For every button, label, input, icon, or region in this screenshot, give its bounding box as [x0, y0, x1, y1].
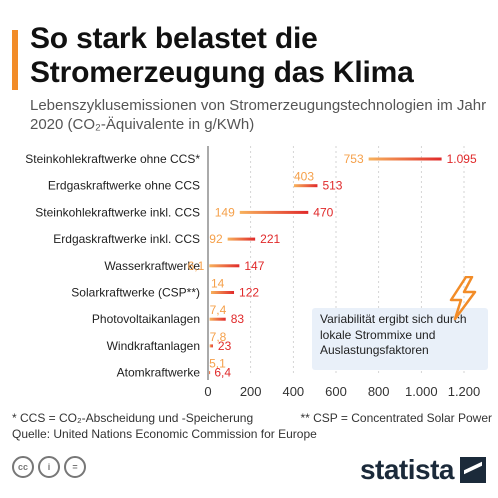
x-tick-label: 0	[204, 384, 211, 399]
category-label: Steinkohlekraftwerke inkl. CCS	[35, 205, 200, 219]
max-value-label: 122	[239, 286, 259, 300]
nd-icon[interactable]: =	[64, 456, 86, 478]
chart-subtitle: Lebenszyklusemissionen von Stromerzeugun…	[30, 97, 487, 133]
range-bar	[227, 237, 256, 241]
x-tick-label: 1.200	[448, 384, 481, 399]
brand-name: statista	[359, 454, 455, 485]
max-value-label: 23	[218, 339, 232, 353]
x-tick-label: 800	[368, 384, 390, 399]
range-bar	[209, 371, 211, 375]
chart-title: So stark belastet die Stromerzeugung das…	[30, 22, 414, 89]
min-value-label: 5,1	[209, 357, 226, 371]
annotation-box: Variabilität ergibt sich durch lokale St…	[312, 308, 488, 370]
category-label: Atomkraftwerke	[117, 366, 201, 380]
accent-bar	[12, 30, 18, 90]
category-label: Solarkraftwerke (CSP**)	[71, 286, 200, 300]
x-tick-label: 400	[282, 384, 304, 399]
range-bar	[210, 291, 235, 294]
statista-mark-icon	[460, 457, 486, 483]
min-value-label: 92	[209, 232, 223, 246]
category-label: Steinkohlekraftwerke ohne CCS*	[25, 152, 200, 166]
category-label: Erdgaskraftwerke inkl. CCS	[53, 232, 200, 246]
cc-icon[interactable]: cc	[12, 456, 34, 478]
min-value-label: 753	[344, 152, 364, 166]
min-value-label: 6,1	[188, 259, 205, 273]
footnote-ccs: * CCS = CO₂-Abscheidung und -Speicherung	[12, 411, 254, 425]
min-value-label: 7,4	[210, 303, 227, 317]
range-bar	[209, 264, 240, 268]
annotation-text: Variabilität ergibt sich durch lokale St…	[320, 312, 467, 357]
max-value-label: 6,4	[214, 366, 231, 380]
footnotes: * CCS = CO₂-Abscheidung und -Speicherung…	[12, 410, 492, 442]
x-tick-label: 200	[240, 384, 262, 399]
min-value-label: 14	[211, 277, 225, 291]
category-label: Wasserkraftwerke	[104, 259, 200, 273]
range-bar	[209, 317, 226, 321]
min-value-label: 403	[294, 170, 314, 184]
min-value-label: 149	[215, 205, 235, 219]
source-note: Quelle: United Nations Economic Commissi…	[12, 427, 317, 441]
range-bar	[209, 344, 213, 348]
category-label: Windkraftanlagen	[107, 339, 200, 353]
range-bar	[368, 157, 442, 161]
footnote-csp: ** CSP = Concentrated Solar Power	[300, 411, 492, 425]
range-bar	[293, 184, 318, 188]
max-value-label: 221	[260, 232, 280, 246]
category-label: Erdgaskraftwerke ohne CCS	[48, 179, 200, 193]
license-icons: cc i =	[12, 456, 86, 478]
max-value-label: 1.095	[447, 152, 477, 166]
x-tick-label: 600	[325, 384, 347, 399]
max-value-label: 83	[231, 312, 245, 326]
lightning-bolt-icon	[449, 276, 477, 320]
min-value-label: 7,8	[210, 330, 227, 344]
by-icon[interactable]: i	[38, 456, 60, 478]
category-label: Photovoltaikanlagen	[92, 312, 200, 326]
max-value-label: 513	[322, 179, 342, 193]
brand-logo[interactable]: statista	[360, 454, 486, 486]
x-tick-label: 1.000	[405, 384, 438, 399]
range-bar	[239, 210, 309, 214]
max-value-label: 147	[244, 259, 264, 273]
max-value-label: 470	[313, 205, 333, 219]
